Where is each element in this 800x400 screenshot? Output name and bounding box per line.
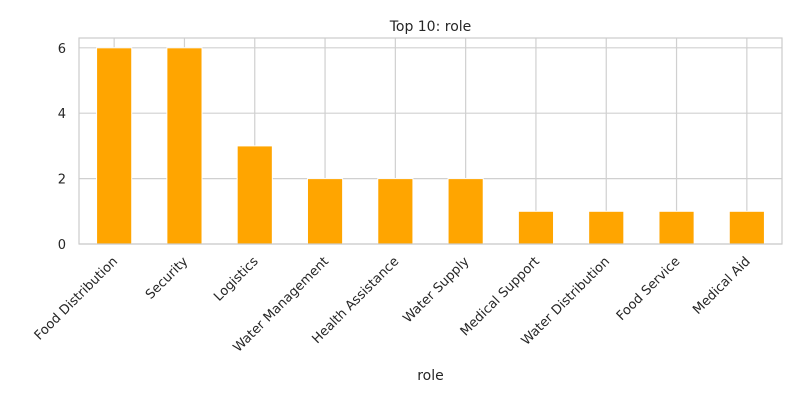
- bar-water-management: [306, 178, 344, 245]
- x-axis-label: role: [417, 368, 444, 384]
- x-tick-label: Security: [143, 254, 192, 303]
- x-tick-label: Medical Aid: [690, 254, 753, 317]
- y-tick-label: 4: [58, 107, 66, 122]
- bar-health-assistance: [377, 178, 414, 245]
- plot-frame: [78, 37, 783, 245]
- x-tick-label: Food Service: [614, 254, 684, 324]
- y-tick-label: 6: [58, 42, 66, 57]
- bars: [96, 47, 765, 245]
- x-tick-label: Water Supply: [400, 254, 472, 326]
- bar-water-supply: [447, 178, 484, 245]
- y-tick-label: 2: [58, 173, 66, 188]
- chart-title: Top 10: role: [389, 19, 472, 35]
- bar-food-service: [658, 210, 695, 245]
- bar-water-distribution: [588, 210, 625, 245]
- y-tick-label: 0: [58, 238, 66, 253]
- x-tick-label: Logistics: [211, 254, 262, 305]
- bar-food-distribution: [96, 47, 133, 245]
- bar-logistics: [236, 145, 273, 245]
- y-tick-labels: 0 2 4 6: [58, 42, 66, 253]
- bar-medical-support: [517, 210, 555, 245]
- x-tick-labels: Food Distribution Security Logistics Water …: [32, 254, 754, 355]
- bar-security: [166, 47, 203, 245]
- x-tick-label: Food Distribution: [32, 254, 121, 343]
- bar-medical-aid: [728, 210, 765, 245]
